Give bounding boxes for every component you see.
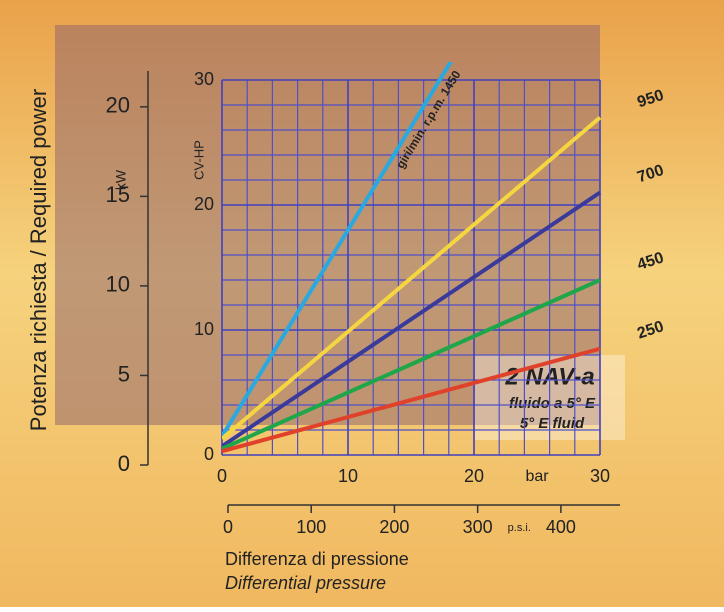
y2-tick-label: 10 — [106, 272, 130, 297]
x-label: Differential pressure — [225, 573, 386, 593]
y-tick-label: 20 — [194, 194, 214, 214]
x2-unit: p.s.i. — [508, 522, 531, 534]
series-line — [222, 278, 601, 451]
x2-tick-label: 100 — [296, 517, 326, 537]
y-tick-label: 10 — [194, 319, 214, 339]
x2-tick-label: 300 — [463, 517, 493, 537]
x-label: Differenza di pressione — [225, 549, 409, 569]
subtitle: 5° E fluid — [520, 415, 585, 432]
x2-tick-label: 400 — [546, 517, 576, 537]
series-line — [222, 346, 601, 454]
y-unit: CV-HP — [191, 140, 206, 180]
y-tick-label: 0 — [204, 444, 214, 464]
x-tick-label: 20 — [464, 466, 484, 486]
y-label: Potenza richiesta / Required power — [26, 89, 51, 431]
y2-tick-label: 15 — [106, 182, 130, 207]
x-tick-label: 30 — [590, 466, 610, 486]
subtitle: fluido a 5° E — [509, 395, 596, 412]
lines — [222, 62, 602, 454]
x-tick-label: 10 — [338, 466, 358, 486]
x2-tick-label: 0 — [223, 517, 233, 537]
y2-tick-label: 0 — [118, 451, 130, 476]
y2-unit: kW — [113, 169, 129, 190]
x-tick-label: 0 — [217, 466, 227, 486]
x-unit: bar — [525, 468, 549, 485]
x2-tick-label: 200 — [379, 517, 409, 537]
y2-tick-label: 20 — [106, 93, 130, 118]
y2-tick-label: 5 — [118, 361, 130, 386]
series-line — [222, 190, 602, 448]
y-tick-label: 30 — [194, 69, 214, 89]
series-line — [222, 62, 453, 438]
series-line — [222, 115, 602, 441]
panel — [55, 25, 600, 425]
